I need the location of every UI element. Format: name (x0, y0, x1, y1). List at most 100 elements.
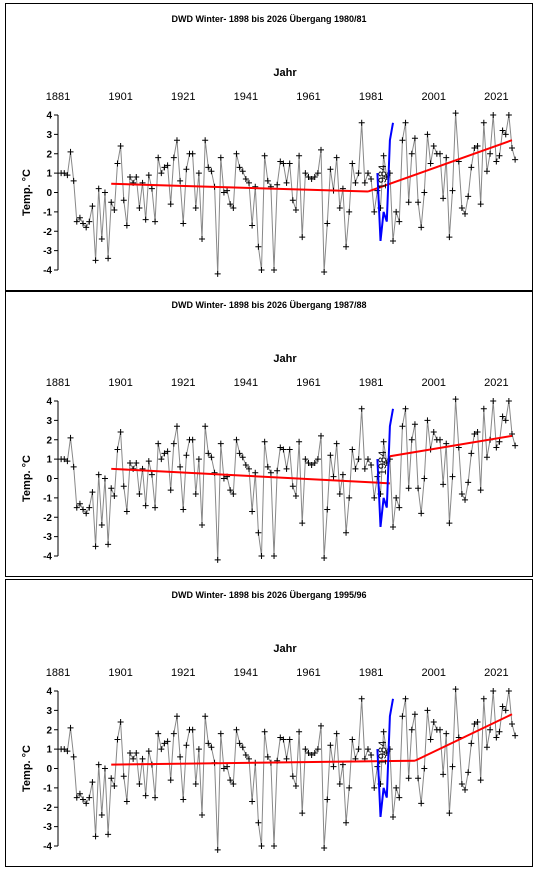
data-point-marker (167, 487, 174, 494)
data-point-marker (120, 483, 127, 490)
data-point-marker (487, 150, 494, 157)
data-point-marker (396, 794, 403, 801)
y-tick-label: 4 (46, 687, 52, 698)
data-point-marker (258, 553, 265, 559)
data-point-marker (480, 405, 487, 412)
data-point-marker (405, 199, 412, 206)
data-point-marker (133, 750, 140, 756)
data-point-marker (289, 483, 296, 490)
data-point-marker (299, 810, 306, 817)
y-tick-label: 2 (46, 725, 52, 736)
data-point-marker (152, 218, 159, 225)
data-point-marker (430, 719, 437, 725)
data-point-marker (421, 189, 428, 196)
data-point-marker (83, 800, 90, 807)
data-point-marker (355, 170, 362, 177)
data-point-marker (155, 154, 162, 161)
data-point-marker (189, 150, 196, 157)
data-point-marker (80, 220, 87, 227)
data-point-marker (255, 819, 262, 826)
data-point-marker (61, 456, 68, 463)
data-point-marker (405, 775, 412, 782)
data-point-marker (64, 458, 71, 465)
data-point-marker (224, 763, 231, 770)
data-point-marker (292, 492, 299, 499)
data-point-marker (380, 152, 387, 159)
trend-line (389, 434, 513, 458)
data-point-marker (411, 421, 418, 428)
data-point-marker (314, 746, 321, 753)
data-point-marker (114, 736, 121, 743)
data-point-marker (280, 736, 287, 743)
data-point-marker (258, 267, 265, 273)
x-tick-label: 1941 (234, 91, 258, 103)
data-point-marker (192, 781, 199, 787)
data-point-marker (136, 205, 143, 211)
data-point-marker (236, 164, 243, 171)
data-point-marker (352, 465, 359, 472)
data-point-marker (324, 506, 331, 513)
data-point-marker (292, 206, 299, 213)
y-tick-label: -1 (43, 207, 52, 218)
data-point-marker (327, 452, 334, 459)
data-point-marker (364, 170, 371, 177)
data-point-marker (249, 508, 256, 515)
data-point-marker (443, 440, 450, 447)
data-point-marker (202, 423, 209, 430)
data-point-marker (490, 112, 497, 118)
data-point-marker (343, 529, 350, 536)
data-point-marker (274, 181, 281, 188)
data-point-marker (105, 831, 112, 838)
data-point-marker (158, 170, 165, 177)
x-tick-label: 2021 (484, 377, 508, 389)
data-point-marker (302, 746, 309, 753)
data-point-marker (487, 726, 494, 733)
data-point-marker (468, 164, 475, 171)
data-point-marker (421, 765, 428, 772)
data-point-marker (424, 131, 431, 138)
data-point-marker (465, 479, 472, 486)
data-point-marker (86, 218, 93, 225)
data-point-marker (399, 137, 406, 144)
data-point-marker (446, 810, 453, 817)
data-point-marker (214, 846, 221, 853)
data-point-marker (311, 174, 318, 180)
data-point-marker (227, 201, 234, 208)
data-point-marker (70, 463, 77, 470)
data-point-marker (399, 423, 406, 430)
data-point-marker (148, 185, 155, 192)
data-point-marker (95, 761, 102, 768)
chart-3: DWD Winter- 1898 bis 2026 Übergang 1995/… (21, 590, 519, 853)
y-tick-label: -4 (43, 842, 52, 853)
y-tick-label: 2 (46, 149, 52, 160)
highlight-line (376, 698, 394, 818)
data-point-marker (483, 168, 490, 175)
y-axis-label: Temp. °C (21, 169, 33, 216)
data-point-marker (462, 496, 469, 503)
data-point-marker (355, 456, 362, 463)
year-annotation: 1984 (377, 451, 389, 475)
data-point-marker (183, 742, 190, 749)
data-point-marker (76, 214, 83, 221)
data-point-marker (208, 168, 215, 175)
chart-title: DWD Winter- 1898 bis 2026 Übergang 1987/… (172, 300, 367, 310)
data-point-marker (249, 222, 256, 229)
data-point-marker (111, 492, 118, 499)
data-point-marker (502, 131, 509, 138)
data-point-marker (199, 812, 206, 818)
data-point-marker (509, 144, 515, 151)
chart-1: DWD Winter- 1898 bis 2026 Übergang 1980/… (21, 14, 519, 277)
data-point-marker (76, 790, 83, 797)
y-tick-label: 1 (46, 745, 52, 756)
data-point-marker (255, 243, 262, 250)
x-tick-label: 1961 (296, 667, 320, 679)
data-point-marker (261, 152, 268, 159)
chart-title: DWD Winter- 1898 bis 2026 Übergang 1980/… (172, 14, 367, 24)
data-point-marker (380, 438, 387, 445)
y-tick-label: 1 (46, 455, 52, 466)
data-point-marker (130, 755, 137, 762)
data-point-marker (245, 465, 252, 472)
data-point-marker (67, 148, 74, 155)
data-point-marker (424, 707, 431, 714)
data-point-marker (127, 750, 134, 756)
